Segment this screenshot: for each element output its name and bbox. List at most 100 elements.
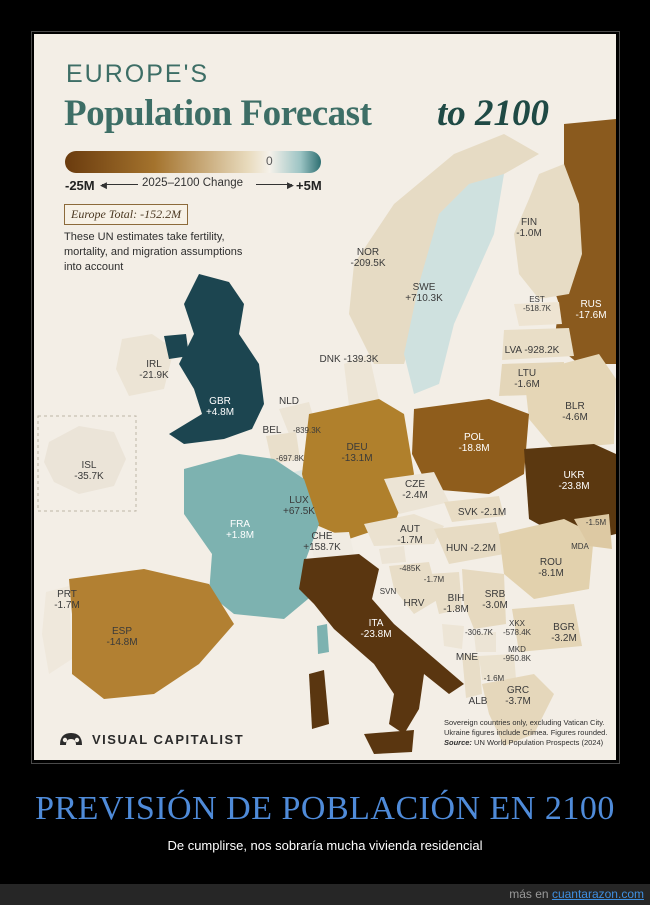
label-nor: NOR -209.5K <box>350 247 386 269</box>
label-nld-value: -839.3K <box>292 426 322 435</box>
label-fin: FIN -1.0M <box>516 217 542 239</box>
label-bel-value: -697.8K <box>275 454 305 463</box>
region-bel <box>266 432 300 464</box>
label-prt: PRT -1.7M <box>54 589 80 611</box>
visual-capitalist-logo-icon <box>60 733 82 745</box>
label-dnk: DNK -139.3K <box>319 354 379 365</box>
region-pol <box>412 399 529 494</box>
title-line-2: Population Forecast <box>64 93 372 134</box>
infographic-poster: EUROPE'S Population Forecast to 2100 0 -… <box>34 34 616 760</box>
arrow-left-icon: ◀ <box>100 180 107 190</box>
brand-name: VISUAL CAPITALIST <box>92 732 245 747</box>
label-mda-value: -1.5M <box>585 518 607 527</box>
region-cze <box>384 472 449 514</box>
region-nir <box>164 334 189 359</box>
title-line-3: to 2100 <box>437 93 550 134</box>
legend-caption: 2025–2100 Change <box>142 177 244 189</box>
label-isl: ISL -35.7K <box>74 460 104 482</box>
label-svk: SVK -2.1M <box>457 507 507 518</box>
meme-caption: PREVISIÓN DE POBLACIÓN EN 2100 <box>35 790 615 827</box>
arrow-left-line <box>102 184 138 185</box>
region-svk <box>444 496 504 522</box>
region-deu <box>302 399 414 539</box>
region-bgr <box>512 604 582 652</box>
region-hun <box>434 522 504 564</box>
label-blr: BLR -4.6M <box>562 401 588 423</box>
region-che <box>309 532 354 559</box>
europe-map <box>37 119 616 754</box>
label-lva: LVA -928.2K <box>504 345 560 356</box>
region-fra <box>184 454 319 619</box>
label-esp: ESP -14.8M <box>106 626 138 648</box>
region-mne <box>442 624 464 649</box>
label-rus: RUS -17.6M <box>575 299 607 321</box>
label-ita: ITA -23.8M <box>360 618 392 640</box>
label-xkx: XKX -578.4K <box>502 619 532 637</box>
label-bih: BIH -1.8M <box>443 593 469 615</box>
label-hrv-value: -1.7M <box>423 575 445 584</box>
region-aut <box>364 514 444 546</box>
region-nld <box>279 402 316 434</box>
region-alb <box>462 654 482 698</box>
label-lux: LUX +67.5K <box>283 495 315 517</box>
region-est <box>514 302 562 326</box>
title-line-1: EUROPE'S <box>66 60 210 88</box>
region-gbr <box>169 274 264 444</box>
label-ukr: UKR -23.8M <box>558 470 590 492</box>
region-swe <box>404 174 504 394</box>
iceland-inset <box>37 415 137 512</box>
label-svn-value: -485K <box>399 564 421 573</box>
region-dnk <box>344 354 379 406</box>
label-mne-value: -306.7K <box>464 628 494 637</box>
region-svn <box>379 546 406 564</box>
arrow-right-icon: ▶ <box>287 180 294 190</box>
region-bih <box>429 572 462 614</box>
label-aut: AUT -1.7M <box>397 524 423 546</box>
label-alb-value: -1.6M <box>483 674 505 683</box>
meme-subcaption: De cumplirse, nos sobraría mucha viviend… <box>167 838 483 853</box>
site-link[interactable]: cuantarazon.com <box>551 887 644 901</box>
region-hrv <box>389 562 439 614</box>
region-grc <box>482 674 554 746</box>
label-deu: DEU -13.1M <box>341 442 373 464</box>
label-hun: HUN -2.2M <box>445 543 497 554</box>
region-nor <box>349 134 539 364</box>
region-blr <box>524 354 616 449</box>
label-mda: MDA <box>571 542 589 551</box>
region-lva <box>502 328 574 360</box>
legend-color-scale <box>65 151 321 173</box>
arrow-right-line <box>256 184 292 185</box>
region-prt <box>42 586 72 674</box>
region-sicily <box>364 730 414 754</box>
label-srb: SRB -3.0M <box>482 589 508 611</box>
label-est: EST -518.7K <box>522 295 552 313</box>
legend-min: -25M <box>65 178 95 193</box>
region-sardinia <box>309 670 329 729</box>
region-srb <box>462 569 506 629</box>
region-mda <box>574 514 612 549</box>
site-footer: más en cuantarazon.com <box>0 884 650 905</box>
label-gbr: GBR +4.8M <box>205 396 235 418</box>
region-ita <box>299 554 464 734</box>
footer-text: más en cuantarazon.com <box>509 887 644 901</box>
label-mne: MNE <box>455 652 479 663</box>
label-rou: ROU -8.1M <box>538 557 564 579</box>
label-swe: SWE +710.3K <box>405 282 443 304</box>
legend-zero: 0 <box>266 154 273 168</box>
label-mkd: MKD -950.8K <box>502 645 532 663</box>
label-che: CHE +158.7K <box>303 531 341 553</box>
label-pol: POL -18.8M <box>458 432 490 454</box>
label-nld: NLD <box>278 396 300 407</box>
region-irl <box>116 334 174 396</box>
label-grc: GRC -3.7M <box>505 685 531 707</box>
poster-frame <box>31 31 620 764</box>
region-xkx <box>474 632 496 652</box>
label-hrv: HRV <box>403 598 425 609</box>
label-cze: CZE -2.4M <box>402 479 428 501</box>
region-corsica <box>317 624 329 654</box>
label-fra: FRA +1.8M <box>225 519 255 541</box>
label-ltu: LTU -1.6M <box>514 368 540 390</box>
legend-max: +5M <box>296 178 322 193</box>
region-esp <box>69 569 234 699</box>
label-alb: ALB <box>468 696 488 707</box>
